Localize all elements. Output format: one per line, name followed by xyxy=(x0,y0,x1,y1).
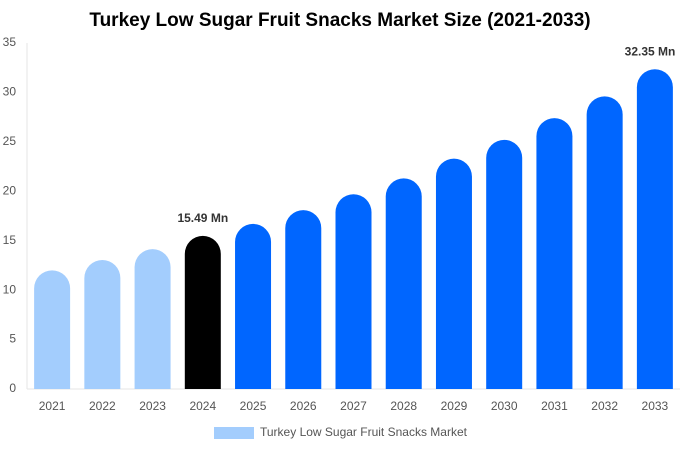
x-tick-label: 2028 xyxy=(390,399,417,413)
bar xyxy=(285,210,322,389)
bar xyxy=(536,118,573,389)
x-tick-label: 2026 xyxy=(290,399,317,413)
bar xyxy=(435,158,472,389)
x-tick-label: 2027 xyxy=(340,399,367,413)
bar xyxy=(84,259,121,389)
bar xyxy=(385,178,422,389)
data-label: 15.49 Mn xyxy=(177,211,228,225)
y-tick-label: 5 xyxy=(9,332,16,346)
legend-label: Turkey Low Sugar Fruit Snacks Market xyxy=(260,425,468,439)
x-tick-label: 2021 xyxy=(39,399,66,413)
x-tick-label: 2029 xyxy=(441,399,468,413)
bar xyxy=(335,194,372,389)
legend-swatch xyxy=(214,427,254,439)
data-label: 32.35 Mn xyxy=(625,44,676,58)
x-tick-label: 2022 xyxy=(89,399,116,413)
x-tick-label: 2032 xyxy=(591,399,618,413)
bar xyxy=(486,139,523,389)
y-tick-label: 0 xyxy=(9,381,16,395)
y-tick-label: 20 xyxy=(3,183,17,197)
x-tick-label: 2025 xyxy=(240,399,267,413)
y-tick-label: 25 xyxy=(3,134,17,148)
x-tick-label: 2030 xyxy=(491,399,518,413)
bar xyxy=(235,223,272,389)
bar xyxy=(636,69,673,389)
y-tick-label: 35 xyxy=(3,35,17,49)
bar xyxy=(134,249,171,389)
bar xyxy=(184,235,221,389)
x-tick-label: 2023 xyxy=(139,399,166,413)
x-tick-label: 2033 xyxy=(642,399,669,413)
y-tick-label: 10 xyxy=(3,282,17,296)
chart-title: Turkey Low Sugar Fruit Snacks Market Siz… xyxy=(89,10,590,31)
y-tick-label: 15 xyxy=(3,233,17,247)
x-tick-label: 2031 xyxy=(541,399,568,413)
x-tick-label: 2024 xyxy=(189,399,216,413)
y-tick-label: 30 xyxy=(3,85,17,99)
bar xyxy=(586,96,623,389)
bar xyxy=(34,270,71,389)
